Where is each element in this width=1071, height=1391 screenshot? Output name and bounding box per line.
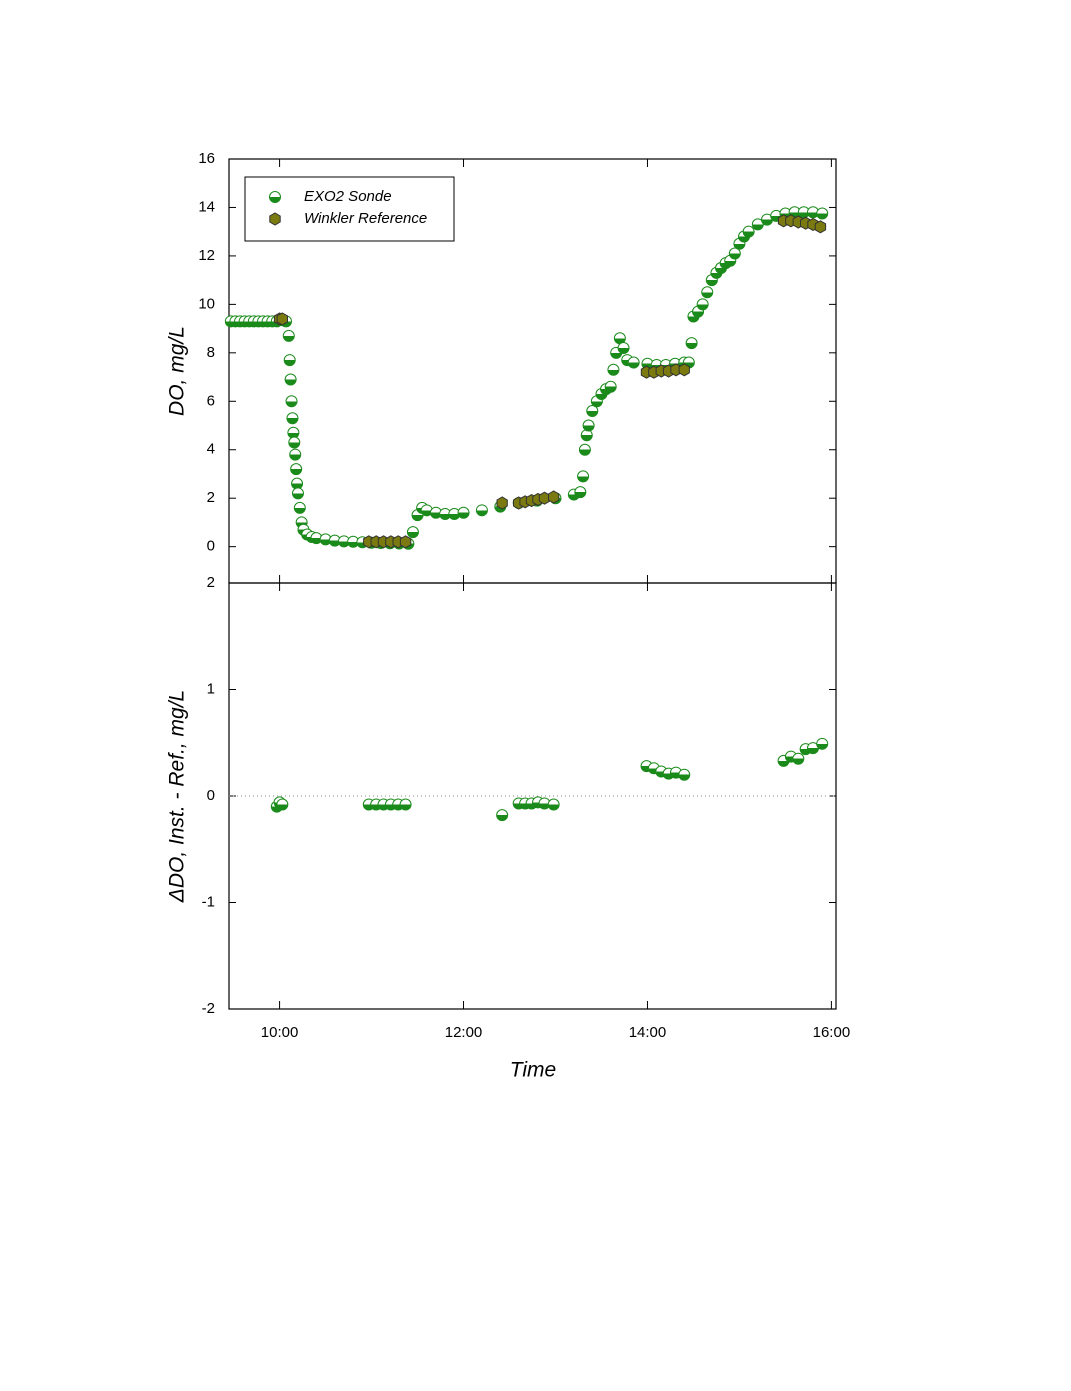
y-axis-title: DO, mg/L	[166, 326, 189, 416]
sonde-point	[816, 737, 829, 750]
legend-box	[244, 176, 455, 242]
sonde-point	[816, 207, 829, 220]
x-tick-label: 12:00	[445, 1024, 483, 1041]
sonde-point	[751, 218, 764, 231]
legend-label: EXO2 Sonde	[304, 188, 392, 205]
winkler-point	[814, 220, 827, 234]
y-axis-title: ΔDO, Inst. - Ref., mg/L	[166, 690, 189, 903]
y-tick-label: 4	[207, 441, 215, 458]
y-tick-label: -1	[202, 893, 215, 910]
sonde-point	[286, 412, 299, 425]
legend-marker	[269, 212, 281, 226]
y-tick-label: -2	[202, 1000, 215, 1017]
sonde-point	[276, 798, 289, 811]
sonde-point	[457, 506, 470, 519]
winkler-point	[678, 363, 690, 377]
sonde-point	[685, 337, 698, 350]
y-tick-label: 0	[207, 787, 215, 804]
sonde-point	[577, 470, 590, 483]
sonde-point	[399, 798, 412, 811]
sonde-point	[627, 356, 640, 369]
sonde-point	[574, 486, 587, 499]
sonde-point	[547, 798, 560, 811]
sonde-point	[290, 463, 303, 476]
sonde-point	[678, 768, 691, 781]
sonde-point	[582, 419, 595, 432]
winkler-point	[548, 490, 560, 504]
x-tick-label: 16:00	[813, 1024, 851, 1041]
y-tick-label: 2	[207, 489, 215, 506]
y-tick-label: 2	[207, 574, 215, 591]
sonde-point	[701, 286, 714, 299]
sonde-point	[586, 404, 599, 417]
x-tick-label: 10:00	[261, 1024, 299, 1041]
x-axis-title: Time	[510, 1059, 556, 1082]
sonde-point	[496, 809, 509, 822]
sonde-point	[289, 448, 302, 461]
sonde-point	[406, 526, 419, 539]
winkler-point	[496, 496, 508, 510]
sonde-point	[742, 225, 755, 238]
sonde-point	[475, 504, 488, 517]
sonde-point	[283, 354, 296, 367]
sonde-point	[792, 752, 805, 765]
legend-marker	[269, 191, 281, 203]
sonde-point	[284, 373, 297, 386]
plot-frame	[228, 582, 837, 1010]
y-tick-label: 6	[207, 392, 215, 409]
sonde-point	[580, 429, 593, 442]
sonde-point	[728, 247, 741, 260]
winkler-point	[399, 535, 412, 549]
winkler-point	[276, 312, 288, 326]
sonde-point	[696, 298, 709, 311]
y-tick-label: 0	[207, 538, 215, 555]
sonde-point	[604, 380, 617, 393]
sonde-point	[607, 363, 620, 376]
sonde-point	[617, 341, 630, 354]
sonde-point	[285, 395, 298, 408]
y-tick-label: 8	[207, 344, 215, 361]
sonde-point	[578, 443, 591, 456]
legend-label: Winkler Reference	[304, 210, 427, 227]
y-tick-label: 10	[198, 295, 215, 312]
y-tick-label: 14	[198, 198, 215, 215]
sonde-point	[282, 329, 295, 342]
x-tick-label: 14:00	[629, 1024, 667, 1041]
sonde-point	[293, 501, 306, 514]
y-tick-label: 12	[198, 247, 215, 264]
sonde-point	[291, 487, 304, 500]
sonde-point	[288, 436, 301, 449]
y-tick-label: 1	[207, 680, 215, 697]
y-tick-label: 16	[198, 150, 215, 167]
